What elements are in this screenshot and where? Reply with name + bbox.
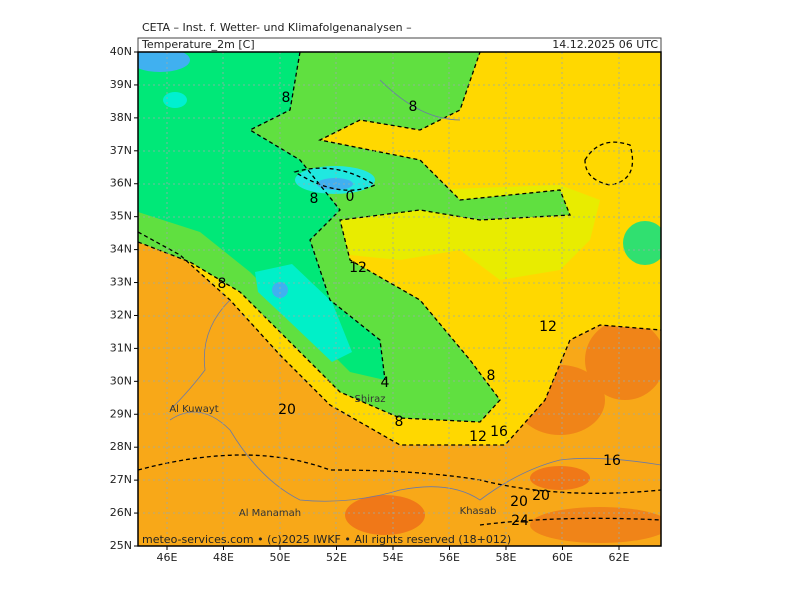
contour-label: 8 xyxy=(310,191,319,207)
contour-label: 12 xyxy=(469,429,487,445)
lat-label: 27N xyxy=(110,473,132,486)
contour-labels: 8 8 8 0 12 8 12 4 8 20 8 12 16 16 20 20 … xyxy=(218,90,621,529)
lon-label: 50E xyxy=(270,551,291,564)
contour-label: 8 xyxy=(409,99,418,115)
lat-label: 39N xyxy=(110,78,132,91)
institute: CETA – Inst. f. Wetter- und Klimafolgena… xyxy=(142,21,412,34)
contour-label: 20 xyxy=(278,402,296,418)
contour-label: 20 xyxy=(532,488,550,504)
lon-label: 54E xyxy=(383,551,404,564)
axes: 40N 39N 38N 37N 36N 35N 34N 33N 32N 31N 30N 29N 28N 2… xyxy=(110,45,630,564)
lat-label: 37N xyxy=(110,144,132,157)
contour-label: 8 xyxy=(487,368,496,384)
lat-label: 28N xyxy=(110,440,132,453)
lat-label: 26N xyxy=(110,506,132,519)
lat-label: 35N xyxy=(110,210,132,223)
place-label: Shiraz xyxy=(355,394,386,405)
contour-label: 16 xyxy=(603,453,621,469)
lat-label: 32N xyxy=(110,308,132,321)
contour-label: 0 xyxy=(346,189,355,205)
lat-label: 34N xyxy=(110,243,132,256)
lat-label: 36N xyxy=(110,177,132,190)
contour-label: 24 xyxy=(511,513,529,529)
place-label: Khasab xyxy=(460,506,497,517)
lon-label: 48E xyxy=(213,551,234,564)
contour-label: 16 xyxy=(490,424,508,440)
place-label: Al Kuwayt xyxy=(169,404,218,415)
lon-label: 58E xyxy=(496,551,517,564)
lat-label: 40N xyxy=(110,45,132,58)
lon-label: 52E xyxy=(326,551,347,564)
contour-label: 8 xyxy=(282,90,291,106)
lon-label: 62E xyxy=(609,551,630,564)
places: Al Kuwayt Shiraz Al Manamah Khasab xyxy=(169,394,496,519)
valid-time: 14.12.2025 06 UTC xyxy=(552,38,658,51)
lon-label: 60E xyxy=(552,551,573,564)
lat-label: 38N xyxy=(110,111,132,124)
map-field xyxy=(138,52,661,546)
footer: meteo-services.com • (c)2025 IWKF • All … xyxy=(142,533,511,546)
map-frame xyxy=(137,51,662,547)
field-name: Temperature_2m [C] xyxy=(141,38,255,51)
lat-label: 33N xyxy=(110,276,132,289)
contour-label: 8 xyxy=(395,414,404,430)
contour-label: 12 xyxy=(539,319,557,335)
contour-label: 20 xyxy=(510,494,528,510)
lat-label: 30N xyxy=(110,374,132,387)
lat-label: 31N xyxy=(110,341,132,354)
contour-label: 12 xyxy=(349,260,367,276)
lat-label: 25N xyxy=(110,539,132,552)
lon-label: 46E xyxy=(157,551,178,564)
contour-label: 8 xyxy=(218,276,227,292)
lon-label: 56E xyxy=(439,551,460,564)
lat-label: 29N xyxy=(110,407,132,420)
contour-label: 4 xyxy=(381,375,390,391)
place-label: Al Manamah xyxy=(239,508,301,519)
